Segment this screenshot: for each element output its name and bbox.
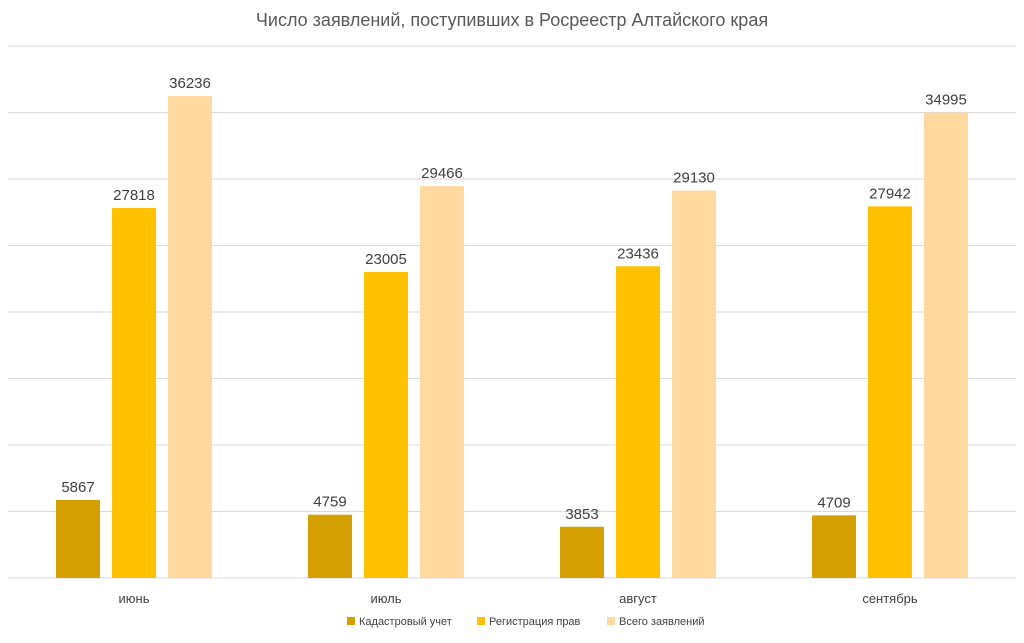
bar [812,515,856,578]
legend-swatch [607,617,615,625]
legend-label: Кадастровый учет [359,616,452,628]
bar [308,514,352,578]
bar [924,112,968,578]
bar [868,206,912,578]
bar [364,272,408,578]
data-label: 3853 [565,506,598,523]
legend: Кадастровый учет Регистрация прав Всего за… [347,616,705,628]
grid-lines [8,45,1016,579]
legend-label: Регистрация прав [489,616,581,628]
category-label: август [619,591,657,606]
bar [420,186,464,578]
data-label: 23005 [365,251,407,268]
bar [560,526,604,578]
data-label: 5867 [61,479,94,496]
bar [168,96,212,578]
data-label: 23436 [617,245,659,262]
data-label: 27818 [113,187,155,204]
data-label: 4709 [817,494,850,511]
data-label: 27942 [869,185,911,202]
bar [112,208,156,578]
data-label: 36236 [169,75,211,92]
legend-swatch [347,617,355,625]
category-label: июль [370,591,401,606]
data-label: 29130 [673,170,715,187]
data-label: 34995 [925,92,967,109]
category-label: сентябрь [862,591,918,606]
bars [56,96,968,579]
chart-title: Число заявлений, поступивших в Росреестр… [256,10,768,30]
bar [56,499,100,578]
category-labels: июнь июль август сентябрь [119,591,918,606]
legend-swatch [477,617,485,625]
data-labels: 5867 27818 36236 4759 23005 29466 3853 23436 291… [61,75,967,523]
data-label: 29466 [421,165,463,182]
data-label: 4759 [313,494,346,511]
bar [672,190,716,579]
category-label: июнь [119,591,150,606]
bar [616,266,660,578]
legend-label: Всего заявлений [619,616,705,628]
